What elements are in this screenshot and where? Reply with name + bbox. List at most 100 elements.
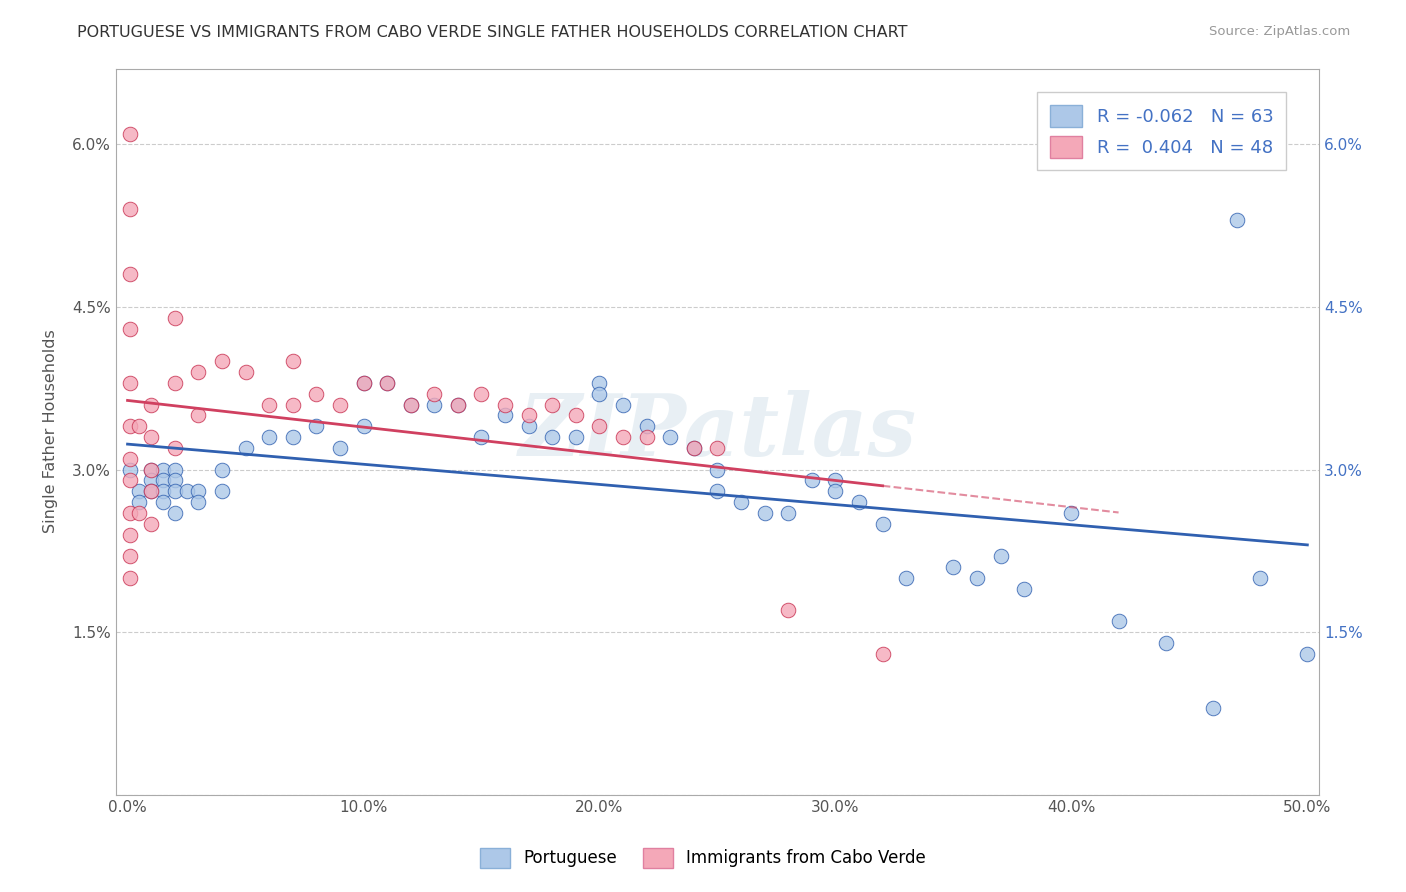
Point xyxy=(517,409,540,423)
Point xyxy=(1249,571,1271,585)
Point xyxy=(211,462,233,476)
Point xyxy=(152,495,174,509)
Point xyxy=(353,419,375,434)
Point xyxy=(152,462,174,476)
Point xyxy=(1012,582,1035,596)
Point xyxy=(257,430,280,444)
Point xyxy=(494,397,516,411)
Point xyxy=(163,474,186,488)
Point xyxy=(139,474,162,488)
Point xyxy=(176,484,198,499)
Point xyxy=(896,571,918,585)
Point xyxy=(128,419,150,434)
Point xyxy=(118,376,141,390)
Point xyxy=(778,506,800,520)
Point xyxy=(305,419,328,434)
Point xyxy=(281,430,304,444)
Point xyxy=(118,451,141,466)
Point xyxy=(118,527,141,541)
Point xyxy=(235,441,257,455)
Point xyxy=(754,506,776,520)
Point xyxy=(118,419,141,434)
Point xyxy=(139,462,162,476)
Point xyxy=(211,354,233,368)
Point xyxy=(588,419,610,434)
Point xyxy=(118,474,141,488)
Legend: R = -0.062   N = 63, R =  0.404   N = 48: R = -0.062 N = 63, R = 0.404 N = 48 xyxy=(1038,92,1286,170)
Point xyxy=(447,397,470,411)
Point xyxy=(636,430,658,444)
Point xyxy=(152,474,174,488)
Point xyxy=(128,506,150,520)
Point xyxy=(257,397,280,411)
Point xyxy=(659,430,682,444)
Point xyxy=(118,571,141,585)
Point xyxy=(872,516,894,531)
Point xyxy=(163,462,186,476)
Point xyxy=(139,397,162,411)
Point xyxy=(235,365,257,379)
Point xyxy=(1108,615,1130,629)
Point xyxy=(517,419,540,434)
Point xyxy=(139,516,162,531)
Point xyxy=(848,495,870,509)
Point xyxy=(1154,636,1177,650)
Point xyxy=(423,386,446,401)
Point xyxy=(139,484,162,499)
Point xyxy=(152,484,174,499)
Point xyxy=(636,419,658,434)
Point xyxy=(447,397,470,411)
Point xyxy=(375,376,398,390)
Point xyxy=(706,441,728,455)
Point xyxy=(353,376,375,390)
Point xyxy=(682,441,704,455)
Y-axis label: Single Father Households: Single Father Households xyxy=(44,330,58,533)
Point xyxy=(139,484,162,499)
Legend: Portuguese, Immigrants from Cabo Verde: Portuguese, Immigrants from Cabo Verde xyxy=(474,841,932,875)
Point xyxy=(565,430,588,444)
Text: ZIPatlas: ZIPatlas xyxy=(519,390,917,474)
Point xyxy=(163,484,186,499)
Point xyxy=(541,430,564,444)
Point xyxy=(118,127,141,141)
Text: Source: ZipAtlas.com: Source: ZipAtlas.com xyxy=(1209,25,1350,38)
Point xyxy=(163,310,186,325)
Point xyxy=(588,376,610,390)
Point xyxy=(163,441,186,455)
Point xyxy=(565,409,588,423)
Point xyxy=(872,647,894,661)
Point xyxy=(187,495,209,509)
Point xyxy=(1202,701,1225,715)
Point xyxy=(494,409,516,423)
Point xyxy=(139,462,162,476)
Point xyxy=(118,268,141,282)
Point xyxy=(423,397,446,411)
Point xyxy=(1225,213,1247,227)
Point xyxy=(612,430,634,444)
Point xyxy=(470,430,492,444)
Point xyxy=(706,484,728,499)
Point xyxy=(942,560,965,574)
Point xyxy=(118,202,141,217)
Point xyxy=(128,484,150,499)
Point xyxy=(118,549,141,564)
Point xyxy=(187,484,209,499)
Point xyxy=(163,376,186,390)
Point xyxy=(353,376,375,390)
Point xyxy=(329,441,352,455)
Point xyxy=(1296,647,1319,661)
Point xyxy=(329,397,352,411)
Point xyxy=(281,397,304,411)
Point xyxy=(824,484,846,499)
Point xyxy=(730,495,752,509)
Point xyxy=(118,506,141,520)
Point xyxy=(990,549,1012,564)
Point xyxy=(682,441,704,455)
Point xyxy=(399,397,422,411)
Point xyxy=(541,397,564,411)
Point xyxy=(281,354,304,368)
Point xyxy=(305,386,328,401)
Point xyxy=(706,462,728,476)
Point xyxy=(470,386,492,401)
Point xyxy=(163,506,186,520)
